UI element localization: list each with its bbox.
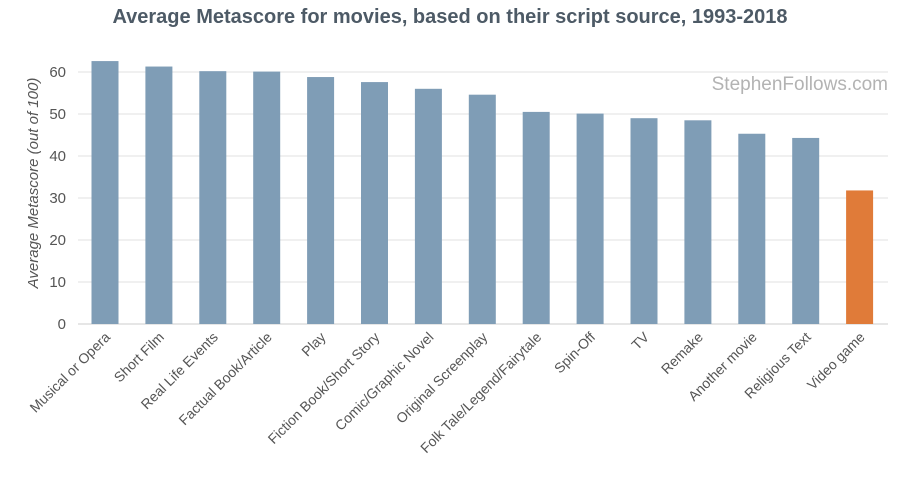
- bar: [846, 190, 874, 324]
- y-tick-label: 60: [49, 64, 66, 81]
- x-category-label: Factual Book/Article: [175, 329, 274, 428]
- y-axis-title: Average Metascore (out of 100): [25, 78, 42, 290]
- bar: [684, 120, 712, 324]
- watermark: StephenFollows.com: [711, 74, 888, 95]
- x-category-label: Play: [298, 329, 329, 360]
- x-category-label: Original Screenplay: [393, 329, 491, 427]
- bar: [199, 71, 227, 324]
- bar: [738, 133, 766, 324]
- x-category-label: Video game: [804, 329, 868, 393]
- y-tick-label: 30: [49, 190, 66, 207]
- y-tick-label: 50: [49, 106, 66, 123]
- x-category-label: Short Film: [111, 329, 167, 385]
- bar: [307, 77, 335, 324]
- y-tick-label: 40: [49, 148, 66, 165]
- y-tick-label: 20: [49, 232, 66, 249]
- bar: [91, 61, 119, 325]
- x-category-label: Remake: [658, 329, 706, 377]
- x-category-label: Comic/Graphic Novel: [332, 329, 437, 434]
- bar: [630, 118, 658, 324]
- chart-title: Average Metascore for movies, based on t…: [112, 6, 788, 28]
- y-tick-label: 10: [49, 274, 66, 291]
- bar: [145, 66, 173, 324]
- y-tick-label: 0: [58, 316, 66, 333]
- x-category-label: Musical or Opera: [26, 329, 113, 416]
- bar: [792, 137, 820, 324]
- bar: [522, 111, 550, 325]
- x-category-label: TV: [628, 328, 652, 352]
- bar: [361, 82, 388, 324]
- bar: [468, 94, 496, 325]
- bar: [576, 113, 604, 324]
- y-axis-ticks: 0 10 20 30 40 50 60: [49, 64, 66, 333]
- bar: [253, 71, 281, 324]
- bars: [91, 61, 874, 325]
- x-category-label: Spin-Off: [551, 329, 599, 377]
- bar: [414, 88, 442, 324]
